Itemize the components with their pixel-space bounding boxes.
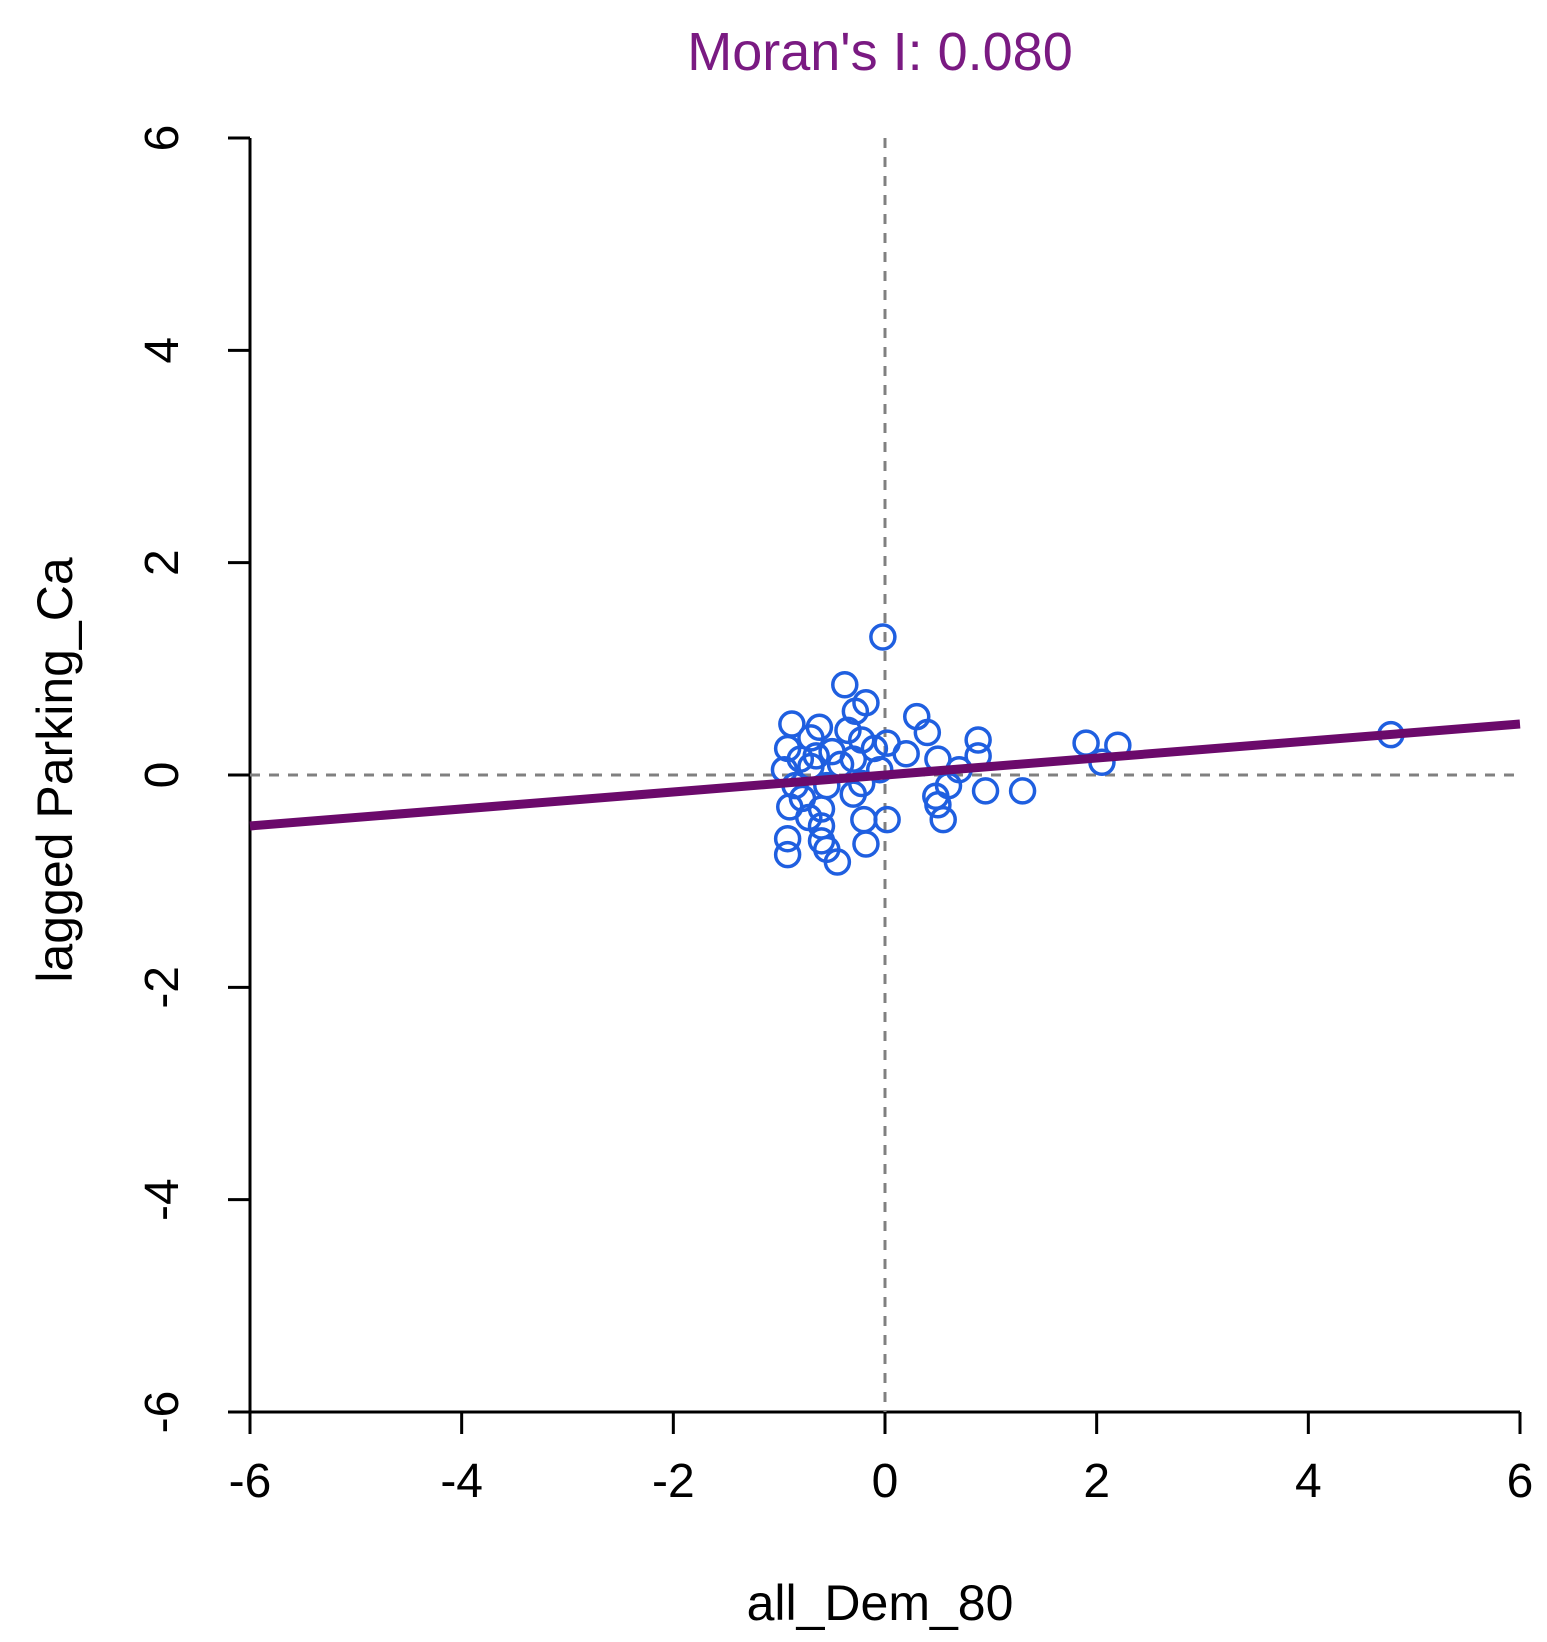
x-tick-label: 0: [872, 1455, 899, 1508]
x-tick-label: -2: [652, 1455, 695, 1508]
x-tick-label: 6: [1507, 1455, 1534, 1508]
data-point: [892, 740, 920, 768]
y-tick-label: -6: [136, 1391, 189, 1434]
y-tick-label: -4: [136, 1178, 189, 1221]
y-axis-label: lagged Parking_Ca: [27, 557, 83, 982]
data-point: [971, 777, 1000, 805]
data-point: [773, 840, 802, 869]
y-tick-label: 6: [136, 125, 189, 152]
regression-line: [249, 719, 1521, 831]
data-point: [797, 724, 825, 752]
data-point: [850, 805, 878, 834]
data-point: [823, 848, 852, 876]
x-axis-label: all_Dem_80: [747, 1575, 1014, 1631]
data-point: [1008, 777, 1037, 805]
y-tick-label: 4: [136, 337, 189, 364]
x-tick-label: 4: [1295, 1455, 1322, 1508]
data-point: [865, 755, 894, 784]
data-point: [839, 780, 867, 808]
data-point: [913, 718, 942, 747]
x-tick-label: -6: [229, 1455, 272, 1508]
plot-layer: -6 -4 -2 0 2 4 6 -6 -4 -2 0 2 4 6: [136, 125, 1533, 1508]
data-point: [924, 790, 952, 819]
y-tick-label: 0: [136, 762, 189, 789]
x-tick-label: -4: [440, 1455, 483, 1508]
x-tick-label: 2: [1083, 1455, 1110, 1508]
data-point: [869, 623, 897, 651]
data-point: [773, 824, 802, 853]
y-tick-label: 2: [136, 549, 189, 576]
data-point: [929, 805, 957, 834]
chart-title: Moran's I: 0.080: [687, 22, 1073, 82]
y-tick-label: -2: [136, 966, 189, 1009]
data-point: [852, 830, 880, 858]
data-point: [873, 805, 901, 834]
data-point: [831, 671, 859, 699]
data-point: [834, 716, 862, 745]
data-point: [964, 726, 992, 754]
data-point: [839, 745, 867, 773]
